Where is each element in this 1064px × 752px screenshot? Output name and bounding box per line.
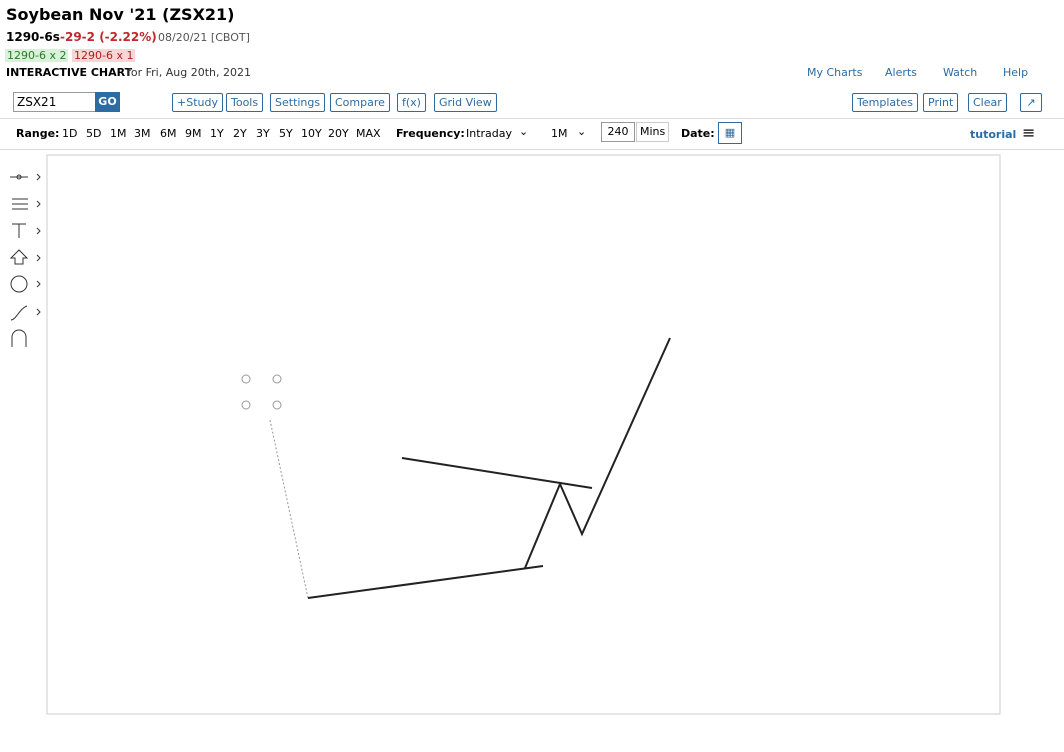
toolbar-button[interactable]: Tools: [226, 93, 264, 112]
change: -29-2 (-2.22%): [60, 30, 157, 44]
wave-guide: [269, 419, 309, 599]
toolbar-button[interactable]: f(x): [397, 93, 426, 112]
ask: 1290-6 x 1: [72, 49, 136, 62]
toolbar-button[interactable]: Compare: [330, 93, 390, 112]
range-button[interactable]: MAX: [356, 127, 381, 140]
chart-label: INTERACTIVE CHART: [6, 66, 133, 79]
link[interactable]: Alerts: [885, 66, 917, 79]
quote-date: 08/20/21 [CBOT]: [158, 31, 250, 44]
toolbar-button[interactable]: Settings: [270, 93, 326, 112]
range-label: Range:: [16, 127, 60, 140]
range-button[interactable]: 5Y: [279, 127, 293, 140]
range-bar: Range: 1D 5D 1M 3M 6M 9M 1Y 2Y 3Y 5Y 10Y 20Y MAX Fre…: [0, 118, 1064, 150]
range-button[interactable]: 2Y: [233, 127, 247, 140]
chart-for: for Fri, Aug 20th, 2021: [127, 66, 251, 79]
frequency[interactable]: Intraday: [466, 127, 513, 140]
handles[interactable]: [241, 374, 282, 410]
range-button[interactable]: 3Y: [256, 127, 270, 140]
range-button[interactable]: 10Y: [301, 127, 322, 140]
date-label: Date:: [681, 127, 715, 140]
link[interactable]: Watch: [943, 66, 978, 79]
go-button[interactable]: GO: [95, 92, 120, 112]
toolbar-button[interactable]: Clear: [968, 93, 1007, 112]
frequency-label: Frequency:: [396, 127, 465, 140]
toolbar-button[interactable]: +Study: [172, 93, 223, 112]
toolbar-button[interactable]: Grid View: [434, 93, 497, 112]
title: Soybean Nov '21 (ZSX21): [6, 5, 235, 24]
range-button[interactable]: 1M: [110, 127, 127, 140]
drawing-tools: [9, 173, 41, 347]
wave-lines: [307, 337, 671, 599]
range-button[interactable]: 1D: [62, 127, 78, 140]
link[interactable]: Help: [1003, 66, 1029, 79]
range-button[interactable]: 20Y: [328, 127, 349, 140]
last-price: 1290-6s: [6, 30, 60, 44]
toolbar-button[interactable]: Print: [923, 93, 959, 112]
menu[interactable]: ≡: [1022, 123, 1036, 142]
range-button[interactable]: 6M: [160, 127, 177, 140]
interval[interactable]: 1M: [551, 127, 568, 140]
tutorial[interactable]: tutorial: [970, 128, 1017, 141]
bid: 1290-6 x 2: [5, 49, 69, 62]
plot-frame: [46, 154, 1001, 715]
range-button[interactable]: 5D: [86, 127, 102, 140]
minutes-unit: Mins: [636, 122, 670, 142]
draw-button[interactable]: ↗: [1020, 93, 1042, 112]
range-button[interactable]: 1Y: [210, 127, 224, 140]
date-picker[interactable]: ▦: [718, 122, 742, 144]
range-button[interactable]: 9M: [185, 127, 202, 140]
toolbar-button[interactable]: Templates: [852, 93, 918, 112]
link[interactable]: My Charts: [807, 66, 863, 79]
minutes-input[interactable]: 240: [601, 122, 635, 142]
range-button[interactable]: 3M: [134, 127, 151, 140]
